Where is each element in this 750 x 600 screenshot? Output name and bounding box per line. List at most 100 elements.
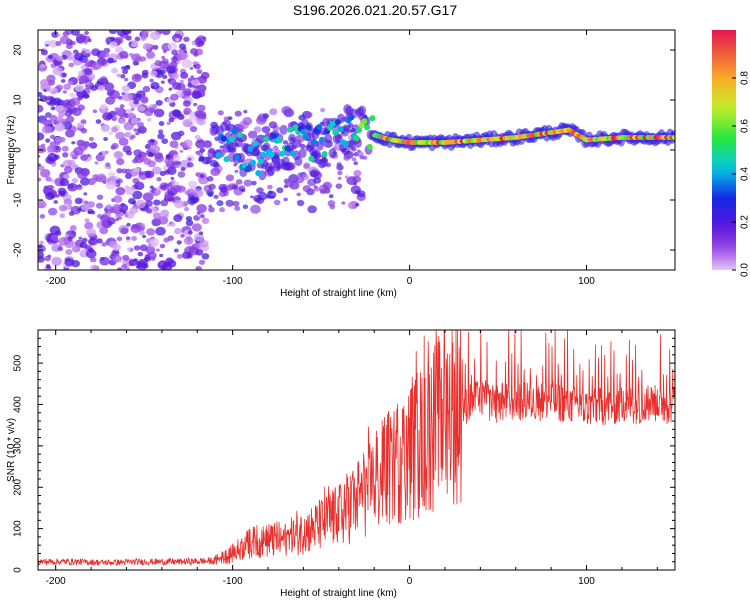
heatmap-blob <box>200 71 210 80</box>
heatmap-blob <box>149 78 154 83</box>
heatmap-blob <box>196 104 206 112</box>
heatmap-blob <box>108 131 114 136</box>
plot2-xlabel: Height of straight line (km) <box>280 588 397 599</box>
heatmap-blob <box>96 80 101 84</box>
heatmap-blob <box>160 209 170 217</box>
heatmap-blob <box>155 99 163 106</box>
heatmap-blob <box>170 176 175 180</box>
heatmap-blob <box>83 192 88 196</box>
heatmap-blob <box>177 171 186 178</box>
heatmap-blob <box>170 93 179 101</box>
heatmap-blob <box>112 254 122 263</box>
colorbar-tick-label: 0.2 <box>740 215 750 229</box>
heatmap-blob <box>201 217 210 224</box>
heatmap-blob <box>193 233 204 242</box>
heatmap-blob <box>68 62 75 68</box>
heatmap-blob <box>88 136 94 142</box>
heatmap-blob <box>225 174 235 182</box>
ridge-core <box>271 133 278 140</box>
heatmap-blob <box>62 152 69 158</box>
ridge-core <box>268 151 275 158</box>
heatmap-blob <box>198 175 209 185</box>
heatmap-blob <box>55 84 64 91</box>
heatmap-blob <box>125 239 131 243</box>
heatmap-blob <box>171 49 178 56</box>
heatmap-blob <box>71 30 80 36</box>
heatmap-blob <box>266 190 277 199</box>
heatmap-blob <box>140 95 149 103</box>
heatmap-blob <box>132 60 139 66</box>
heatmap-blob <box>142 234 147 239</box>
heatmap-blob <box>67 80 74 86</box>
heatmap-blob <box>156 177 162 182</box>
heatmap-blob <box>59 35 70 45</box>
heatmap-blob <box>234 169 239 173</box>
heatmap-blob <box>105 203 113 210</box>
heatmap-blob <box>104 150 109 154</box>
heatmap-blob <box>133 167 140 173</box>
heatmap-blob <box>121 85 131 93</box>
heatmap-blob <box>124 173 132 180</box>
heatmap-blob <box>362 155 368 160</box>
heatmap-blob <box>179 79 185 84</box>
ridge-halo <box>298 148 307 159</box>
heatmap-blob <box>149 138 155 143</box>
ridge-halo <box>315 140 324 151</box>
heatmap-blob <box>180 234 185 238</box>
heatmap-blob <box>159 243 166 249</box>
heatmap-blob <box>137 258 148 268</box>
heatmap-blob <box>163 237 170 243</box>
heatmap-blob <box>116 236 123 242</box>
heatmap-blob <box>120 74 126 79</box>
heatmap-blob <box>180 141 188 148</box>
heatmap-blob <box>192 102 198 107</box>
heatmap-blob <box>58 204 67 212</box>
heatmap-blob <box>142 192 154 202</box>
ridge-core <box>337 125 344 132</box>
heatmap-blob <box>240 188 246 193</box>
line-marks <box>38 330 675 567</box>
heatmap-blob <box>341 201 346 205</box>
heatmap-blob <box>217 110 224 116</box>
heatmap-blob <box>223 116 230 122</box>
plot1-ytick-label: -10 <box>13 192 24 207</box>
heatmap-blob <box>67 236 73 242</box>
heatmap-blob <box>84 61 92 68</box>
heatmap-blob <box>87 210 92 215</box>
ridge-halo <box>288 133 297 144</box>
heatmap-blob <box>305 111 313 118</box>
heatmap-blob <box>319 188 327 195</box>
heatmap-blob <box>352 175 362 183</box>
heatmap-blob <box>276 187 284 194</box>
plot1-ytick-label: -20 <box>13 242 24 257</box>
heatmap-blob <box>117 116 126 124</box>
heatmap-blob <box>126 247 131 251</box>
heatmap-blob <box>44 255 51 262</box>
heatmap-blob <box>45 192 55 201</box>
heatmap-blob <box>58 236 69 246</box>
heatmap-blob <box>98 152 103 156</box>
heatmap-blob <box>116 158 125 166</box>
ridge-core <box>303 134 310 141</box>
heatmap-blob <box>44 112 52 118</box>
ridge-core <box>361 118 368 125</box>
ridge-core <box>332 129 339 136</box>
heatmap-blob <box>38 165 45 171</box>
heatmap-blob <box>208 183 216 190</box>
heatmap-blob <box>121 264 128 270</box>
heatmap-blob <box>195 139 206 149</box>
ridge-core <box>311 138 318 145</box>
ridge-core <box>366 143 373 150</box>
heatmap-blob <box>48 207 58 216</box>
plot1-xtick-label: 0 <box>407 276 413 287</box>
heatmap-blob <box>156 248 160 252</box>
heatmap-blob <box>146 51 155 58</box>
heatmap-blob <box>45 99 50 103</box>
heatmap-blob <box>71 230 76 235</box>
heatmap-blob <box>48 39 59 48</box>
heatmap-blob <box>161 30 171 36</box>
heatmap-blob <box>185 219 194 227</box>
heatmap-blob <box>83 67 93 76</box>
heatmap-blob <box>75 33 87 43</box>
heatmap-blob <box>43 78 47 83</box>
